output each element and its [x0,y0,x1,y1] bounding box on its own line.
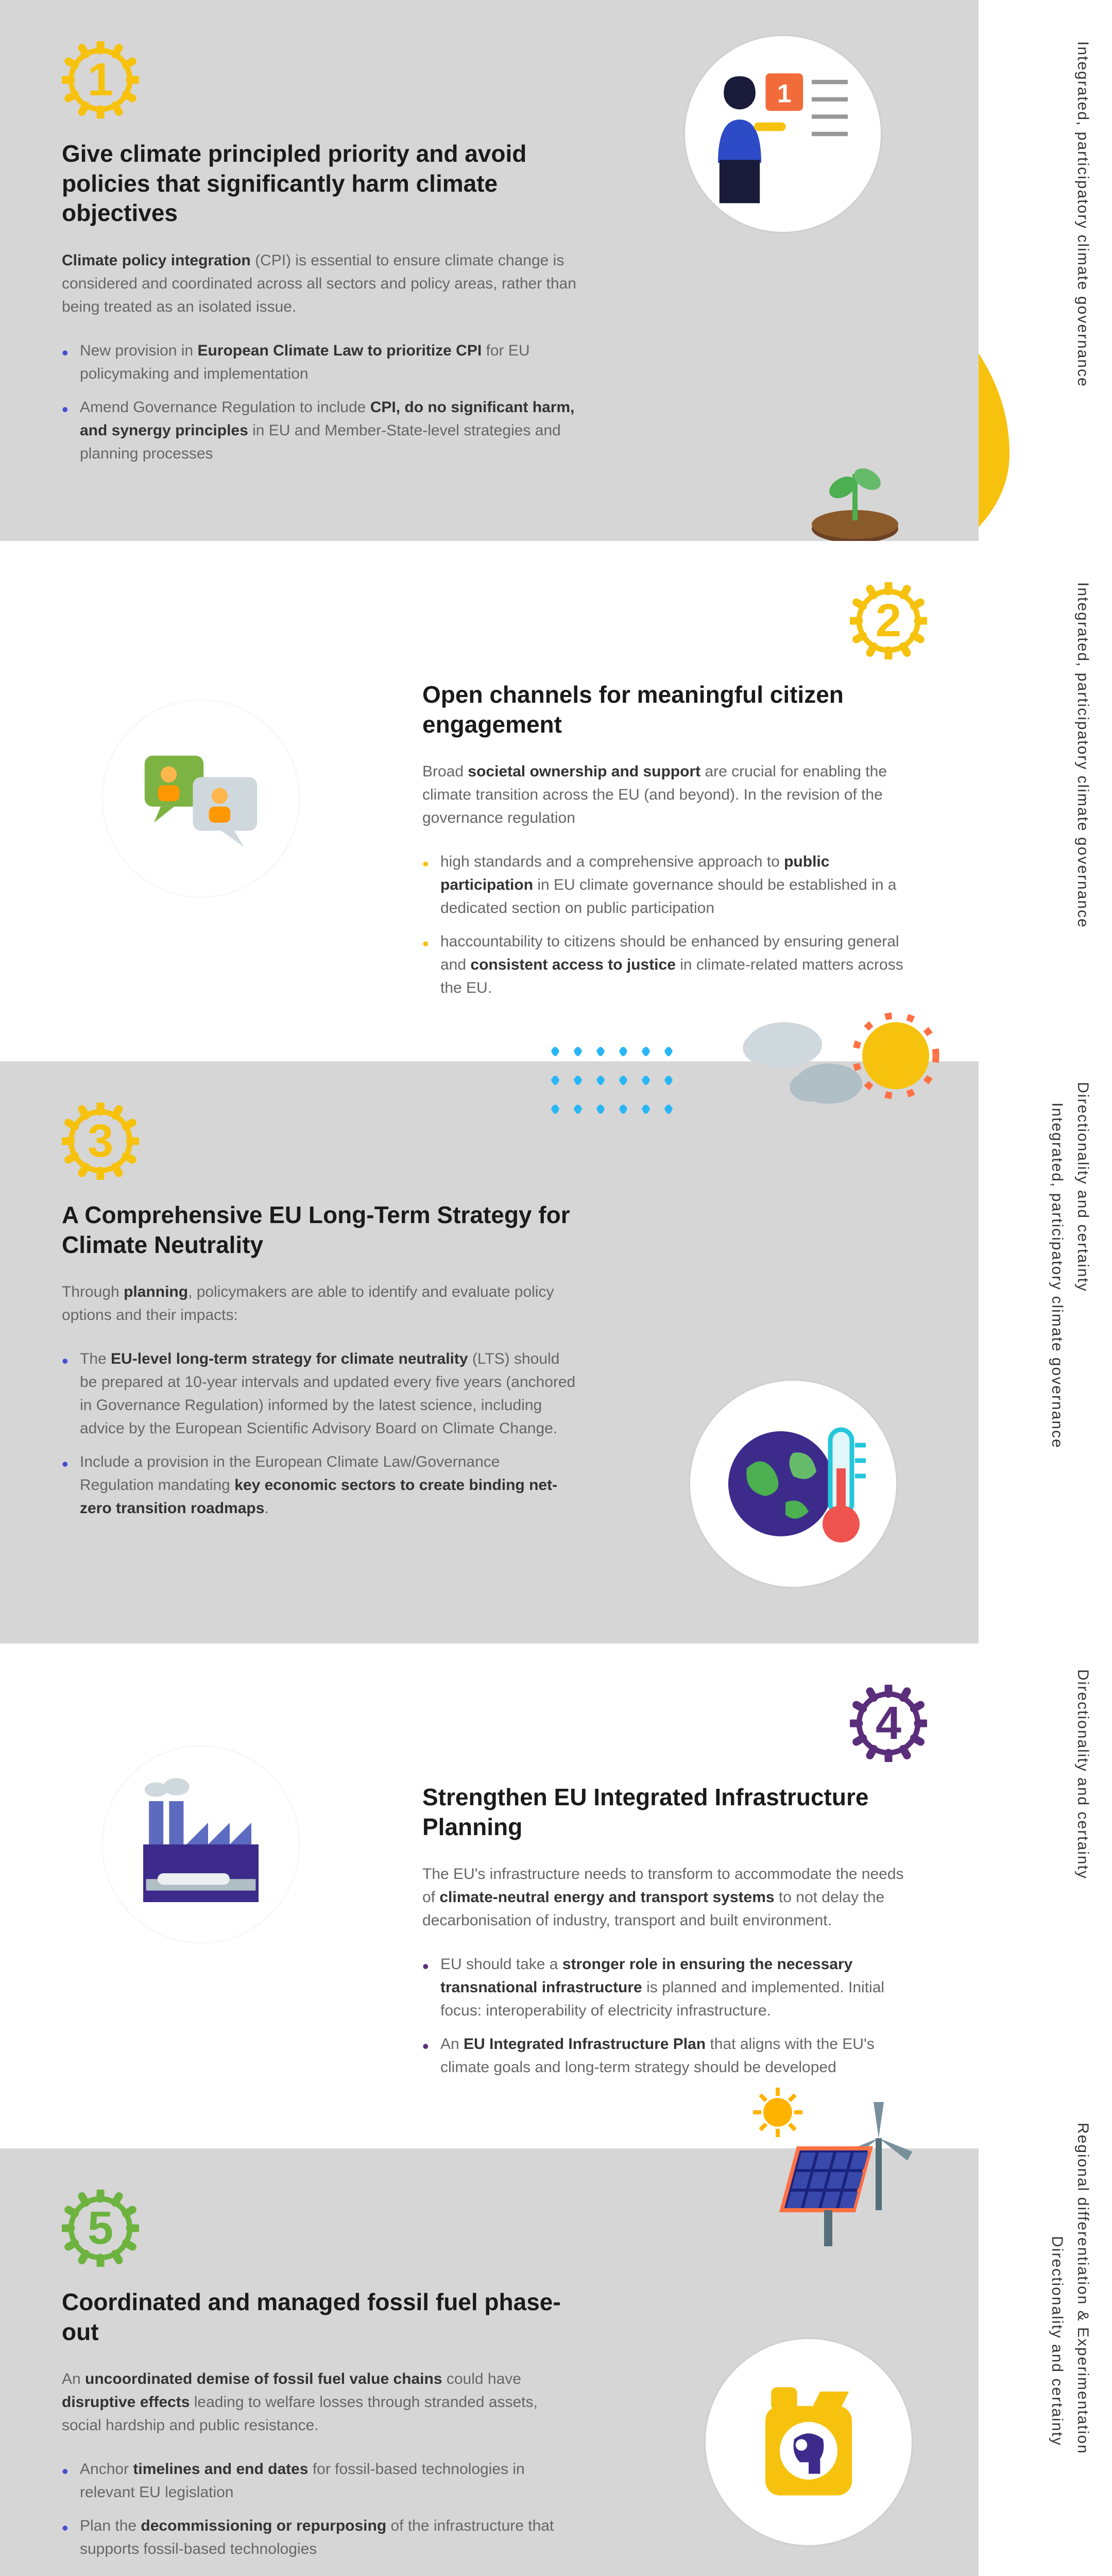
section-title: Coordinated and managed fossil fuel phas… [62,2287,577,2347]
sprout-icon [803,448,906,541]
sun_cloud-icon [721,994,948,1128]
section-title: Strengthen EU Integrated Infrastructure … [422,1783,917,1842]
section-badge-5: 5 [62,2190,139,2267]
solar-icon [731,2087,927,2251]
section-badge-4: 4 [850,1685,927,1762]
person_list-icon: 1 [685,36,881,232]
section-intro: An uncoordinated demise of fossil fuel v… [62,2367,577,2437]
section-bullets: Anchor timelines and end dates for fossi… [62,2458,577,2576]
section-intro: The EU's infrastructure needs to transfo… [422,1862,917,1932]
side-category-label: Integrated, participatory climate govern… [1074,41,1091,387]
section-intro: Broad societal ownership and support are… [422,760,917,829]
svg-text:1: 1 [777,78,792,108]
bullet-item: Agree to end all public funding for foss… [62,2571,577,2576]
side-category-label: Regional differentiation & Experimentati… [1074,2123,1091,2454]
side-category-label: Integrated, participatory climate govern… [1074,582,1091,928]
section-bullets: EU should take a stronger role in ensuri… [422,1953,917,2079]
bullet-item: EU should take a stronger role in ensuri… [422,1953,917,2022]
section-bullets: New provision in European Climate Law to… [62,339,577,465]
section-badge-1: 1 [62,41,139,118]
bullet-item: New provision in European Climate Law to… [62,339,577,385]
side-category-label: Directionality and certainty [1074,1669,1091,1879]
section-badge-3: 3 [62,1103,139,1180]
rain-icon [541,1041,685,1133]
bullet-item: Amend Governance Regulation to include C… [62,396,577,465]
section-bullets: high standards and a comprehensive appro… [422,850,917,999]
section-title: Give climate principled priority and avo… [62,139,577,228]
section-title: A Comprehensive EU Long-Term Strategy fo… [62,1200,577,1260]
section-badge-2: 2 [850,582,927,659]
factory-icon [103,1747,299,1942]
bullet-item: The EU-level long-term strategy for clim… [62,1347,577,1440]
section-intro: Through planning, policymakers are able … [62,1280,577,1327]
side-category-label: Integrated, participatory climate govern… [1048,1103,1066,1449]
bullet-item: haccountability to citizens should be en… [422,930,917,999]
side-category-label: Directionality and certainty [1074,1082,1091,1292]
bullet-item: An EU Integrated Infrastructure Plan tha… [422,2032,917,2079]
globe_thermo-icon [690,1381,896,1587]
bullet-item: Include a provision in the European Clim… [62,1450,577,1520]
bullet-item: Anchor timelines and end dates for fossi… [62,2458,577,2504]
fuel_can-icon [706,2339,912,2545]
section-bullets: The EU-level long-term strategy for clim… [62,1347,577,1520]
section-intro: Climate policy integration (CPI) is esse… [62,249,577,318]
chat-icon [103,701,299,896]
side-category-label: Directionality and certainty [1048,2236,1066,2446]
bullet-item: high standards and a comprehensive appro… [422,850,917,920]
section-title: Open channels for meaningful citizen eng… [422,680,917,739]
bullet-item: Plan the decommissioning or repurposing … [62,2514,577,2561]
